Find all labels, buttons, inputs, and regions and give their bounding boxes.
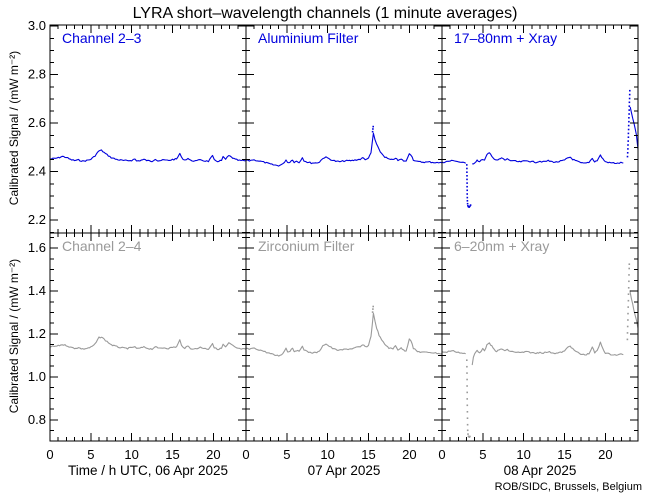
- svg-text:10: 10: [124, 447, 138, 462]
- svg-text:0: 0: [438, 447, 445, 462]
- x-axis-label-06-apr: Time / h UTC, 06 Apr 2025: [67, 463, 229, 478]
- svg-text:20: 20: [598, 447, 612, 462]
- svg-text:20: 20: [402, 447, 416, 462]
- svg-text:1.2: 1.2: [28, 326, 46, 341]
- svg-text:2.8: 2.8: [28, 67, 46, 82]
- x-axis-label-08-apr: 08 Apr 2025: [503, 463, 577, 478]
- svg-text:10: 10: [320, 447, 334, 462]
- svg-text:2.6: 2.6: [28, 115, 46, 130]
- svg-text:20: 20: [206, 447, 220, 462]
- svg-text:0.8: 0.8: [28, 412, 46, 427]
- svg-text:15: 15: [361, 447, 375, 462]
- panel-label-channel-2-4: Channel 2–4: [62, 238, 142, 254]
- svg-text:5: 5: [87, 447, 94, 462]
- credit-text: ROB/SIDC, Brussels, Belgium: [494, 481, 642, 493]
- svg-text:0: 0: [46, 447, 53, 462]
- svg-text:5: 5: [283, 447, 290, 462]
- svg-text:10: 10: [516, 447, 530, 462]
- svg-text:2.2: 2.2: [28, 212, 46, 227]
- panel-label-17-80nm-xray: 17–80nm + Xray: [454, 30, 558, 46]
- panel-label-channel-2-3: Channel 2–3: [62, 30, 142, 46]
- svg-text:15: 15: [557, 447, 571, 462]
- svg-text:1.4: 1.4: [28, 283, 46, 298]
- svg-text:3.0: 3.0: [28, 18, 46, 33]
- panel-label-6-20nm-xray: 6–20nm + Xray: [454, 238, 550, 254]
- svg-text:2.4: 2.4: [28, 164, 46, 179]
- y-axis-label-bottom-row: Calibrated Signal / (mW m⁻²): [7, 258, 21, 414]
- panel-label-zirconium-filter: Zirconium Filter: [258, 238, 355, 254]
- svg-text:15: 15: [165, 447, 179, 462]
- y-axis-label-top-row: Calibrated Signal / (mW m⁻²): [7, 50, 21, 206]
- svg-text:1.0: 1.0: [28, 369, 46, 384]
- chart-title: LYRA short–wavelength channels (1 minute…: [132, 5, 518, 22]
- x-axis-label-07-apr: 07 Apr 2025: [307, 463, 381, 478]
- svg-text:1.6: 1.6: [28, 240, 46, 255]
- panel-label-aluminium-filter: Aluminium Filter: [258, 30, 359, 46]
- svg-text:5: 5: [479, 447, 486, 462]
- svg-text:0: 0: [242, 447, 249, 462]
